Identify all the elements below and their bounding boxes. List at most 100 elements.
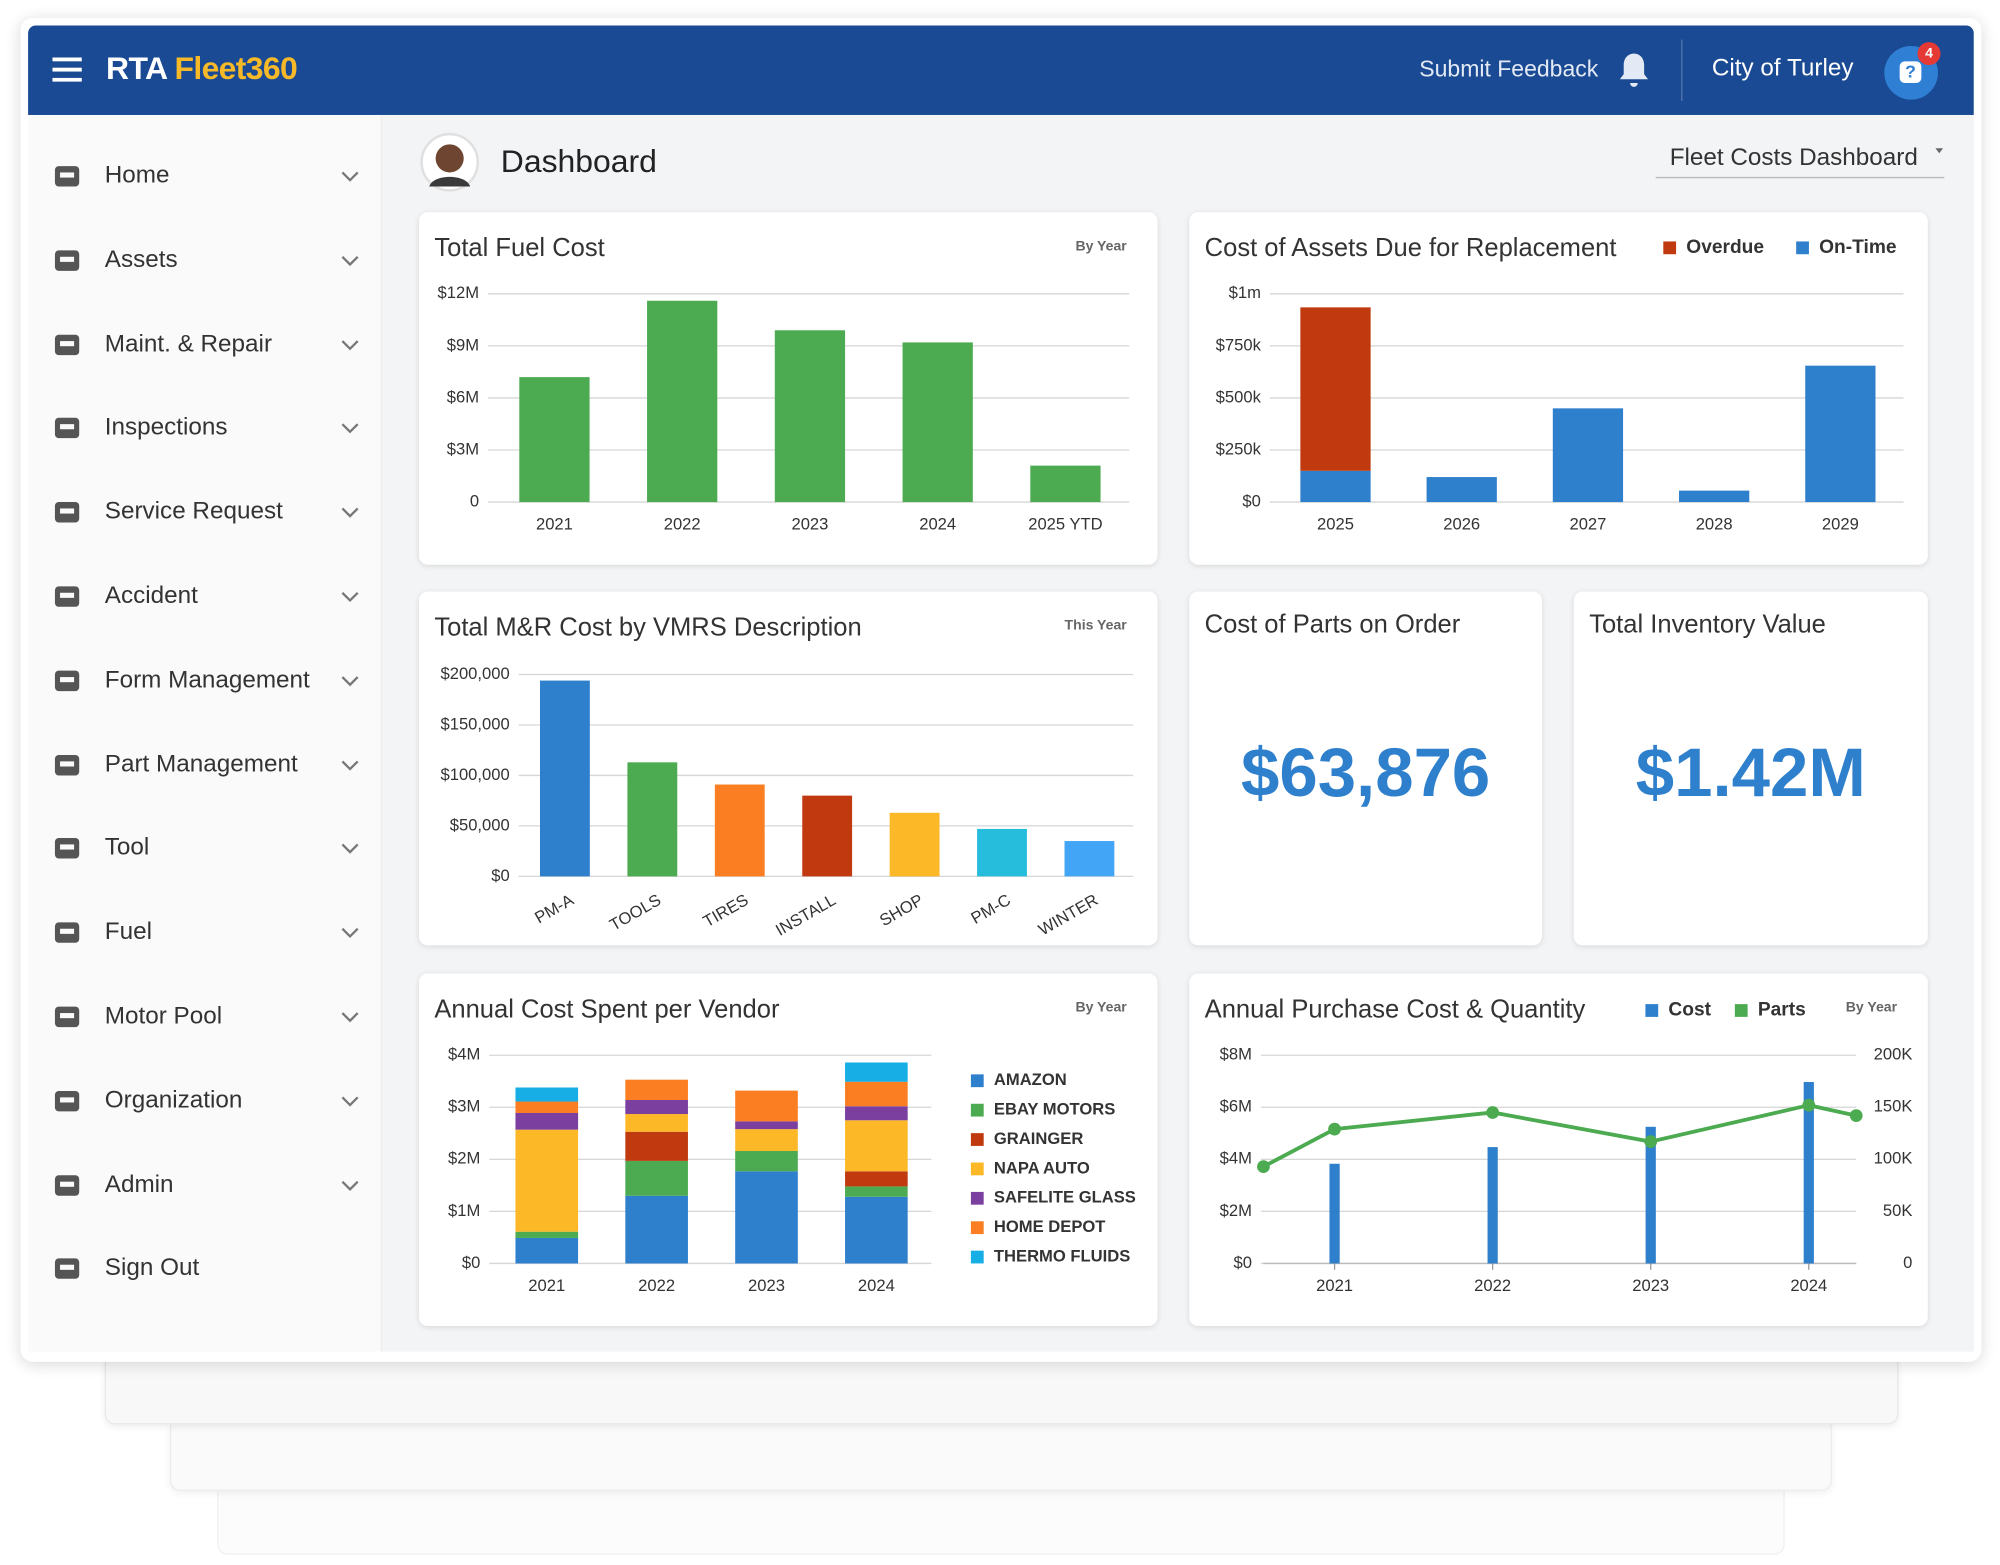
legend-swatch	[970, 1133, 984, 1146]
chevron	[341, 844, 359, 855]
nav-icon	[54, 1006, 80, 1028]
nav-item[interactable]: Fuel	[28, 907, 381, 958]
legend-label: NAPA AUTO	[994, 1158, 1090, 1177]
nav-icon	[54, 1174, 80, 1196]
x-tick-label: 2022	[664, 514, 701, 533]
nav-item[interactable]: Home	[28, 151, 381, 202]
bar	[647, 300, 718, 503]
bar-segment	[735, 1129, 798, 1152]
nav-icon	[54, 250, 80, 271]
y-tick-label: $12M	[438, 283, 480, 302]
nav-item[interactable]: Organization	[28, 1075, 381, 1126]
nav-icon	[54, 922, 80, 944]
bar-segment	[515, 1112, 579, 1130]
nav-item[interactable]: Motor Pool	[28, 991, 381, 1042]
y-tick-label: $500k	[1216, 387, 1262, 406]
help-button[interactable]: ? 4	[1880, 41, 1944, 105]
nav-item[interactable]: Tool	[28, 823, 381, 874]
bar	[1030, 465, 1101, 503]
x-tick-label: 2025	[1317, 514, 1354, 533]
nav-item[interactable]: Inspections	[28, 403, 381, 454]
avatar-body	[429, 176, 471, 187]
nav-chevron	[341, 339, 359, 350]
y-tick-label: $0	[491, 866, 509, 885]
y-tick-label: 150K	[1874, 1097, 1913, 1116]
nav-item[interactable]: Assets	[28, 235, 381, 286]
y-tick-label: $3M	[447, 439, 479, 458]
bar-segment	[625, 1099, 688, 1115]
chevron	[341, 171, 359, 182]
y-tick-label: $0	[462, 1253, 480, 1272]
nav-item[interactable]: Sign Out	[28, 1244, 381, 1295]
chart-subtitle: By Year	[1075, 237, 1127, 253]
line-point	[1644, 1135, 1658, 1149]
y-tick-label: 0	[470, 491, 479, 510]
bar-segment	[845, 1106, 908, 1121]
chevron	[341, 1012, 359, 1023]
y-tick-label: $250k	[1216, 439, 1262, 458]
nav-item[interactable]: Maint. & Repair	[28, 319, 381, 370]
x-tick-label: 2028	[1696, 514, 1733, 533]
nav-chevron	[341, 928, 359, 939]
legend-label: THERMO FLUIDS	[994, 1246, 1130, 1265]
nav-item[interactable]: Part Management	[28, 739, 381, 790]
nav-item[interactable]: Admin	[28, 1159, 381, 1210]
y-tick-label: 50K	[1883, 1201, 1913, 1220]
bar	[889, 812, 940, 877]
bar-segment	[625, 1160, 688, 1196]
icon-detail	[60, 172, 75, 178]
legend-swatch	[1645, 1004, 1659, 1017]
line-point	[1802, 1098, 1816, 1112]
icon-detail	[60, 1013, 75, 1019]
nav-label: Motor Pool	[104, 1002, 223, 1030]
nav-label: Home	[104, 162, 170, 190]
page-title: Dashboard	[501, 143, 657, 179]
menu-button[interactable]	[52, 56, 83, 82]
nav-item[interactable]: Form Management	[28, 655, 381, 706]
icon-detail	[60, 424, 75, 430]
nav-item[interactable]: Service Request	[28, 487, 381, 538]
y-tick-label: $750k	[1216, 335, 1262, 354]
icon-detail	[60, 676, 75, 682]
x-tick-label: 2021	[1316, 1276, 1353, 1295]
nav-item[interactable]: Accident	[28, 571, 381, 622]
icon-detail	[60, 1265, 75, 1271]
nav-chevron	[341, 507, 359, 518]
nav-chevron	[341, 171, 359, 182]
y-tick-label: $150,000	[441, 714, 510, 733]
nav-icon	[54, 502, 80, 523]
legend-swatch	[970, 1191, 984, 1205]
logo[interactable]: RTA Fleet360	[106, 51, 298, 88]
notification-bell[interactable]	[1617, 51, 1650, 89]
nav-label: Accident	[104, 582, 198, 610]
x-tick-label: 2021	[536, 514, 573, 533]
card	[1573, 591, 1928, 946]
chart-subtitle: This Year	[1065, 617, 1128, 633]
bar-segment	[845, 1120, 908, 1172]
bar	[977, 828, 1027, 877]
legend-label: Overdue	[1686, 237, 1764, 258]
bar	[540, 680, 590, 877]
org-name[interactable]: City of Turley	[1711, 54, 1854, 82]
nav-label: Fuel	[104, 918, 152, 946]
bar	[519, 377, 590, 503]
legend-swatch	[970, 1074, 984, 1088]
legend-label: On-Time	[1819, 237, 1896, 258]
bar	[627, 762, 678, 877]
y-tick-label: 200K	[1874, 1045, 1913, 1064]
bar-segment	[1300, 470, 1371, 503]
nav-icon	[54, 166, 80, 187]
x-tick-label: 2024	[1790, 1276, 1827, 1295]
nav-chevron	[341, 1012, 359, 1023]
dashboard-selector[interactable]: Fleet Costs Dashboard	[1670, 144, 1918, 171]
x-tick-label: 2024	[858, 1276, 895, 1295]
bar-segment	[515, 1231, 579, 1238]
feedback-link[interactable]: Submit Feedback	[1419, 56, 1599, 82]
card	[1189, 212, 1928, 565]
chevron	[341, 928, 359, 939]
legend-label: Cost	[1668, 1000, 1711, 1021]
selector-caret	[1935, 148, 1944, 154]
nav-label: Assets	[104, 246, 178, 274]
